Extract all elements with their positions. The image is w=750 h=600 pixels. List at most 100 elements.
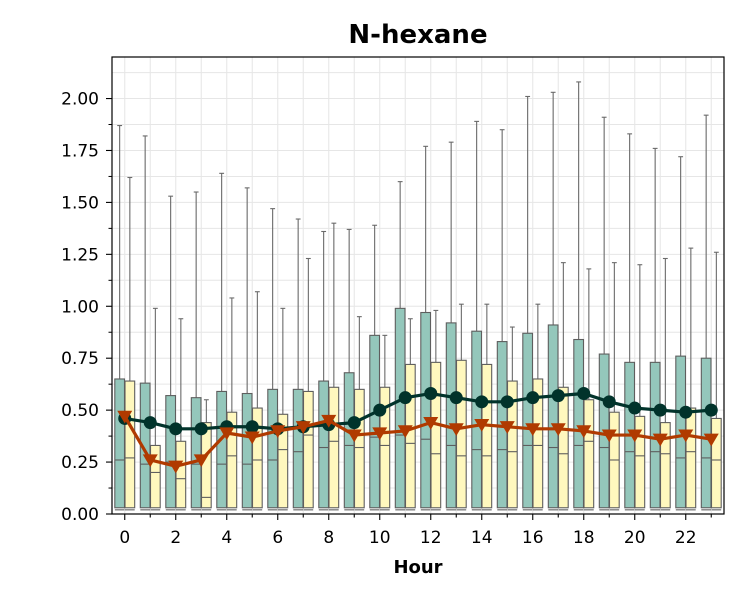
- box-b-hour-12: [430, 309, 442, 511]
- box-iqr: [557, 386, 569, 509]
- box-b-hour-20: [634, 264, 646, 511]
- mean-point-a: [373, 403, 387, 417]
- y-tick-label: 1.50: [61, 193, 99, 213]
- mean-point-b: [576, 425, 592, 439]
- mean-point-b: [321, 414, 337, 428]
- chart-title: N-hexane: [348, 20, 487, 50]
- y-tick-label: 1.00: [61, 297, 99, 317]
- box-iqr: [343, 372, 355, 509]
- mean-point-a: [551, 389, 565, 403]
- box-a-hour-7: [292, 218, 304, 511]
- mean-point-b: [270, 425, 286, 439]
- box-a-hour-16: [522, 95, 534, 511]
- mean-point-b: [474, 419, 490, 432]
- box-b-hour-2: [175, 318, 187, 511]
- mean-point-a: [500, 395, 514, 409]
- mean-point-b: [244, 431, 260, 445]
- box-a-hour-14: [471, 120, 483, 511]
- box-a-hour-8: [318, 230, 330, 511]
- mean-point-a: [245, 420, 259, 434]
- x-tick-label: 8: [323, 528, 334, 548]
- mean-point-a: [628, 401, 642, 415]
- mean-point-a: [602, 395, 616, 409]
- box-b-hour-9: [353, 316, 365, 511]
- box-iqr: [318, 380, 330, 509]
- mean-point-b: [372, 427, 388, 441]
- mean-line-a: [124, 391, 712, 431]
- mean-point-b: [142, 454, 158, 468]
- box-iqr: [165, 395, 177, 509]
- box-iqr: [226, 411, 238, 509]
- box-b-hour-18: [583, 268, 595, 511]
- mean-point-a: [169, 422, 183, 436]
- box-b-hour-8: [328, 222, 340, 511]
- mean-point-a: [398, 391, 412, 405]
- box-iqr: [277, 413, 289, 509]
- mean-point-a: [424, 387, 438, 401]
- box-iqr: [328, 386, 340, 509]
- box-iqr: [532, 378, 544, 509]
- box-series: [114, 81, 722, 511]
- y-tick-label: 0.75: [61, 349, 99, 369]
- box-iqr: [394, 307, 406, 509]
- box-b-hour-0: [124, 176, 136, 511]
- box-a-hour-11: [394, 181, 406, 511]
- box-iqr: [710, 417, 722, 509]
- mean-point-b: [295, 421, 311, 434]
- box-b-hour-1: [149, 307, 161, 511]
- box-iqr: [190, 397, 202, 509]
- y-tick-label: 2.00: [61, 90, 99, 110]
- box-iqr: [481, 363, 493, 509]
- box-a-hour-4: [216, 172, 228, 511]
- box-b-hour-19: [608, 262, 620, 511]
- box-a-hour-20: [624, 133, 636, 511]
- box-a-hour-6: [267, 208, 279, 511]
- mean-point-b: [601, 429, 617, 443]
- x-tick-label: 6: [272, 528, 283, 548]
- mean-point-b: [397, 425, 413, 439]
- y-tick-label: 0.00: [61, 505, 99, 525]
- x-tick-label: 14: [471, 528, 493, 548]
- box-iqr: [455, 359, 467, 509]
- mean-point-b: [627, 429, 643, 443]
- mean-point-a: [653, 403, 667, 417]
- x-tick-label: 10: [369, 528, 391, 548]
- mean-point-a: [704, 403, 718, 417]
- box-iqr: [430, 361, 442, 509]
- box-iqr: [583, 399, 595, 509]
- y-tick-label: 0.50: [61, 401, 99, 421]
- box-b-hour-17: [557, 262, 569, 511]
- box-iqr: [506, 380, 518, 509]
- x-tick-label: 22: [675, 528, 697, 548]
- mean-point-b: [703, 433, 719, 447]
- box-iqr: [634, 415, 646, 509]
- box-iqr: [659, 422, 671, 509]
- box-iqr: [547, 324, 559, 509]
- box-b-hour-16: [532, 303, 544, 511]
- mean-point-b: [346, 429, 362, 443]
- box-a-hour-22: [675, 156, 687, 511]
- box-b-hour-23: [710, 251, 722, 511]
- mean-point-a: [526, 391, 540, 405]
- mean-point-b: [499, 421, 515, 434]
- x-tick-label: 20: [624, 528, 646, 548]
- x-tick-label: 12: [420, 528, 442, 548]
- box-iqr: [573, 338, 585, 509]
- box-b-hour-11: [404, 318, 416, 511]
- box-a-hour-12: [420, 145, 432, 511]
- box-iqr: [353, 388, 365, 509]
- x-tick-label: 2: [170, 528, 181, 548]
- box-iqr: [124, 380, 136, 509]
- mean-point-a: [194, 422, 208, 436]
- box-b-hour-14: [481, 303, 493, 511]
- x-tick-label: 4: [221, 528, 232, 548]
- plot-frame: [111, 56, 725, 515]
- box-a-hour-17: [547, 91, 559, 511]
- mean-point-b: [219, 427, 235, 441]
- box-b-hour-4: [226, 297, 238, 511]
- box-iqr: [369, 334, 381, 509]
- box-iqr: [302, 390, 314, 509]
- box-b-hour-21: [659, 257, 671, 511]
- box-iqr: [114, 378, 126, 509]
